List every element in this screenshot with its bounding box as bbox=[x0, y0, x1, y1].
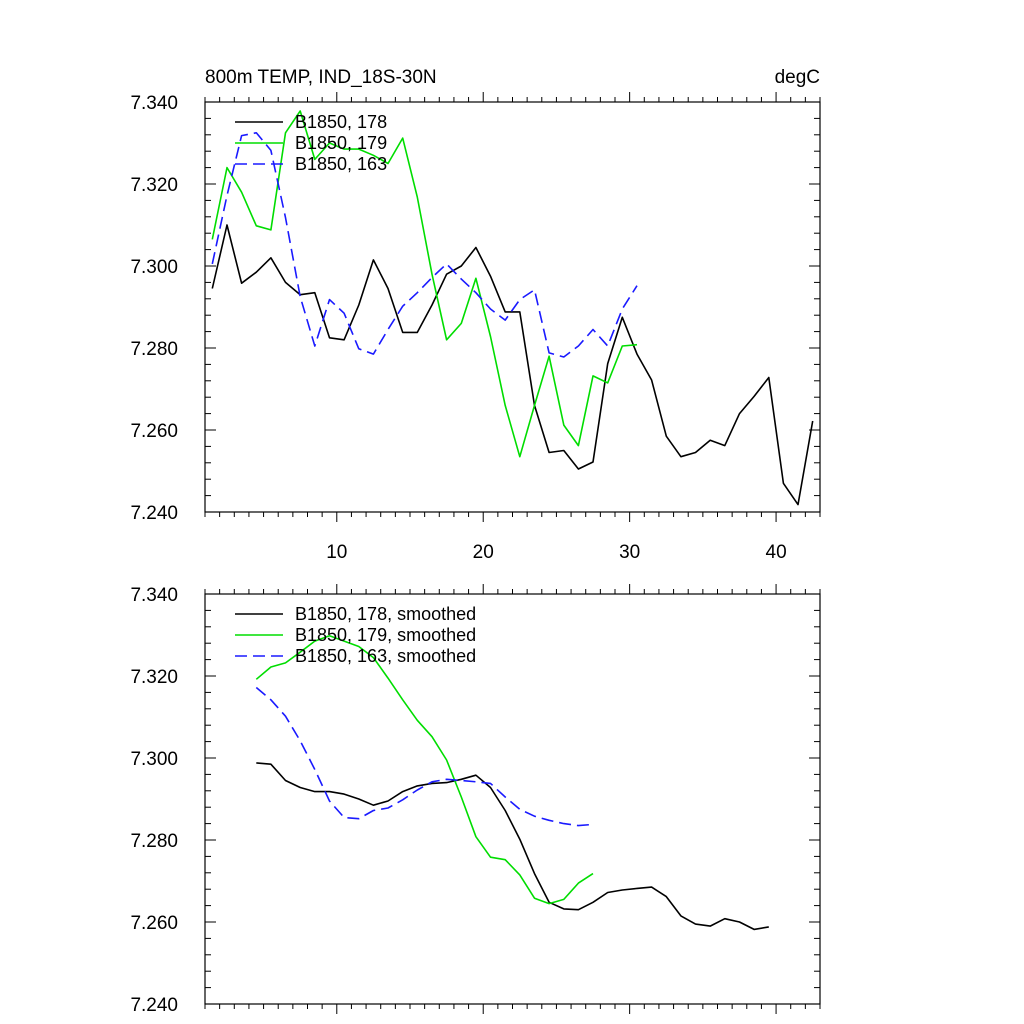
units-label: degC bbox=[775, 67, 820, 88]
x-tick-label: 20 bbox=[473, 542, 494, 563]
legend-label: B1850, 178 bbox=[295, 112, 387, 132]
y-tick-label: 7.300 bbox=[130, 257, 178, 278]
series-line-0 bbox=[256, 762, 769, 931]
y-tick-label: 7.260 bbox=[130, 421, 178, 442]
y-tick-label: 7.260 bbox=[130, 913, 178, 934]
x-tick-label: 30 bbox=[619, 542, 640, 563]
legend-label: B1850, 178, smoothed bbox=[295, 604, 476, 624]
series-line-0 bbox=[211, 224, 814, 506]
y-tick-label: 7.320 bbox=[130, 175, 178, 196]
chart-title: 800m TEMP, IND_18S-30N bbox=[205, 67, 437, 88]
series-line-1 bbox=[211, 110, 638, 458]
y-tick-label: 7.340 bbox=[130, 93, 178, 114]
legend-label: B1850, 179, smoothed bbox=[295, 625, 476, 645]
legend-label: B1850, 179 bbox=[295, 133, 387, 153]
x-tick-label: 10 bbox=[326, 542, 347, 563]
top-panel: 10 20 30 40 7.240 7.260 7.280 7.300 7.320 7.340 80… bbox=[130, 67, 821, 563]
y-tick-label: 7.280 bbox=[130, 339, 178, 360]
series-line-2 bbox=[211, 132, 638, 358]
y-tick-label: 7.240 bbox=[130, 503, 178, 524]
bottom-panel: 7.240 7.260 7.280 7.300 7.320 7.340 B1850, 178… bbox=[130, 584, 821, 1016]
y-tick-label: 7.300 bbox=[130, 749, 178, 770]
y-tick-label: 7.320 bbox=[130, 667, 178, 688]
x-tick-label: 40 bbox=[766, 542, 787, 563]
series-line-2 bbox=[255, 686, 594, 827]
legend-label: B1850, 163, smoothed bbox=[295, 646, 476, 666]
legend-label: B1850, 163 bbox=[295, 154, 387, 174]
y-tick-label: 7.340 bbox=[130, 585, 178, 606]
y-tick-label: 7.240 bbox=[130, 995, 178, 1016]
series-line-1 bbox=[255, 634, 594, 905]
y-tick-label: 7.280 bbox=[130, 831, 178, 852]
